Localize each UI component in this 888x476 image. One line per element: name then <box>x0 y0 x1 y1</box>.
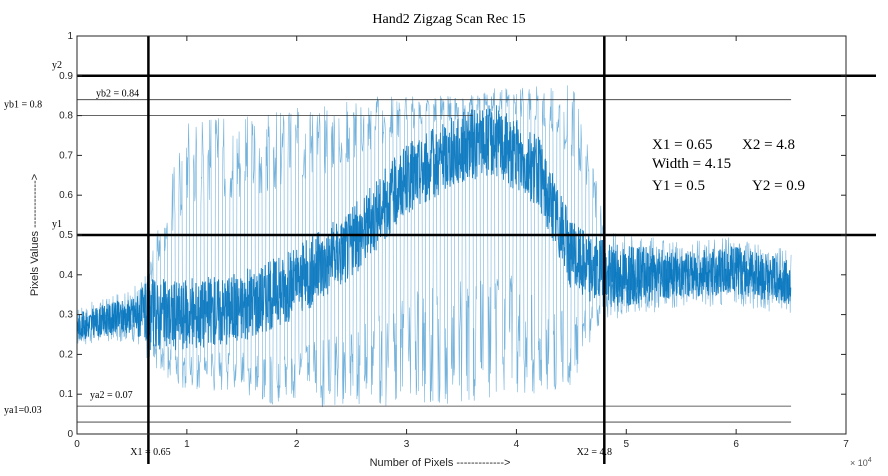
x2-label: X2 = 4.8 <box>577 447 612 458</box>
signal-wide-trace <box>76 85 792 408</box>
ya2-label: ya2 = 0.07 <box>90 390 133 401</box>
x-axis-multiplier-exponent: 4 <box>868 457 872 464</box>
annotation-x1: X1 = 0.65 <box>652 137 713 153</box>
y-tick-label: 0.2 <box>59 349 73 360</box>
x-tick-label: 6 <box>733 439 739 450</box>
signal-series <box>76 85 792 408</box>
annotation-y2: Y2 = 0.9 <box>752 178 805 194</box>
x-tick-label: 1 <box>184 439 190 450</box>
y-tick-label: 0.4 <box>59 270 73 281</box>
x-axis-multiplier-base: 10 <box>858 458 868 468</box>
y-tick-label: 0.1 <box>59 389 73 400</box>
x-tick-label: 4 <box>514 439 520 450</box>
x-tick-label: 3 <box>404 439 410 450</box>
y-tick-label: 0.7 <box>59 150 73 161</box>
x-axis-multiplier: × 104 <box>850 457 872 468</box>
axis-ticks: 0 1 2 3 4 5 6 7 0 0.1 0.2 0.3 0.4 0.5 0.6 0.7 0.8 0.9 1 <box>59 31 849 450</box>
y-tick-label: 0.8 <box>59 111 73 122</box>
yb2-label: yb2 = 0.84 <box>96 89 139 100</box>
x-tick-label: 0 <box>74 439 80 450</box>
y-tick-label: 1 <box>67 31 73 42</box>
ya1-label: ya1=0.03 <box>4 405 42 416</box>
y-tick-label: 0.5 <box>59 230 73 241</box>
y-tick-label: 0.9 <box>59 71 73 82</box>
x-axis-label: Number of Pixels -------------> <box>370 457 511 469</box>
x1-label: X1 = 0.65 <box>130 447 170 458</box>
y-tick-label: 0.3 <box>59 310 73 321</box>
y1-label: y1 <box>52 219 62 230</box>
annotation-width: Width = 4.15 <box>652 156 731 172</box>
x-tick-label: 7 <box>843 439 849 450</box>
y-axis-label: Pixels Values -------------> <box>29 174 41 296</box>
yb1-label: yb1 = 0.8 <box>4 100 42 111</box>
x-axis-multiplier-prefix: × <box>850 458 858 468</box>
annotation-box: X1 = 0.65 X2 = 4.8 Width = 4.15 Y1 = 0.5… <box>652 137 805 194</box>
annotation-x2: X2 = 4.8 <box>742 137 795 153</box>
signal-core-trace <box>76 105 792 351</box>
x-tick-label: 5 <box>624 439 630 450</box>
annotation-y1: Y1 = 0.5 <box>652 178 705 194</box>
y-tick-label: 0.6 <box>59 190 73 201</box>
y2-label: y2 <box>52 60 62 71</box>
reference-lines: y2 y1 yb2 = 0.84 yb1 = 0.8 ya2 = 0.07 ya1=0.0… <box>4 36 876 464</box>
x-tick-label: 2 <box>294 439 300 450</box>
y-tick-label: 0 <box>67 429 73 440</box>
chart-title: Hand2 Zigzag Scan Rec 15 <box>372 12 525 27</box>
